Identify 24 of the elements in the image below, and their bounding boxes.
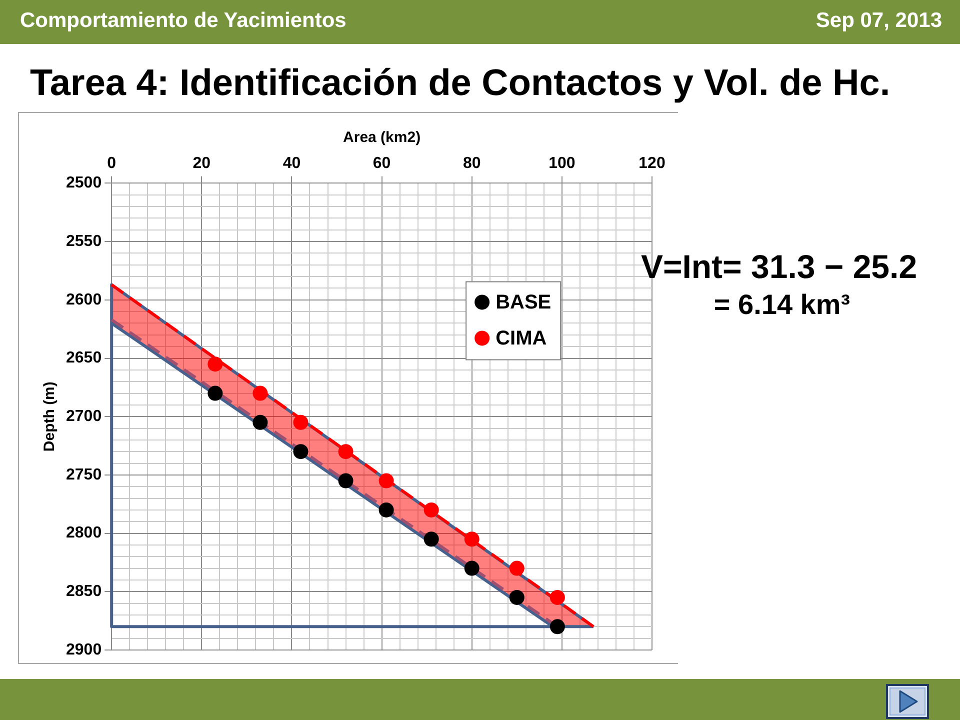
y-tick-label: 2650: [66, 350, 102, 367]
y-axis-title: Depth (m): [41, 382, 58, 452]
x-tick-label: 40: [282, 155, 301, 172]
x-tick-label: 80: [462, 155, 481, 172]
text: = 6.14 km³: [714, 289, 850, 322]
x-tick-label: 20: [192, 155, 211, 172]
y-tick-label: 2900: [66, 641, 102, 658]
header-bar: Comportamiento de Yacimientos Sep 07, 2013: [0, 0, 960, 44]
x-tick-label: 100: [548, 155, 576, 172]
annotation: V=Int= 31.3 − 25.2: [640, 248, 918, 286]
legend-label: BASE: [496, 292, 552, 314]
x-tick-label: 60: [372, 155, 391, 172]
x-tick-label: 120: [638, 155, 666, 172]
y-tick-label: 2550: [66, 232, 102, 250]
y-tick-label: 2700: [66, 408, 102, 426]
x-tick-label: 0: [107, 155, 116, 172]
x-axis-title: Area (km2): [343, 129, 421, 146]
y-tick-label: 2850: [66, 583, 102, 600]
y-tick-label: 2500: [66, 174, 102, 192]
y-tick-label: 2800: [66, 524, 102, 542]
chart-title: Tarea 4: Identificación de Contactos y Vol. de Hc.: [30, 62, 890, 104]
y-tick-label: 2600: [66, 291, 102, 308]
y-tick-label: 2750: [66, 466, 102, 484]
legend-label: CIMA: [496, 328, 547, 350]
